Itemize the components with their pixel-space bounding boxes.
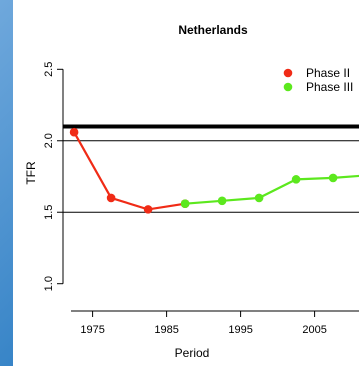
y-tick-label: 1.0 <box>43 276 55 291</box>
legend-label: Phase II <box>306 66 350 80</box>
data-point-2 <box>291 175 301 184</box>
data-point-1 <box>143 205 153 214</box>
x-tick-label: 1985 <box>154 324 178 336</box>
data-point-2 <box>180 199 190 208</box>
y-tick-label: 2.5 <box>43 62 55 77</box>
x-tick-label: 1975 <box>80 324 104 336</box>
tfr-line-chart: Netherlands Period TFR 1.0 1.5 2.0 2.5 1975… <box>24 23 359 360</box>
data-point-1 <box>69 127 79 137</box>
legend-marker <box>283 68 293 78</box>
x-tick-label: 1995 <box>228 324 252 336</box>
data-point-2 <box>328 173 338 183</box>
reference-lines <box>63 124 359 213</box>
legend-marker <box>283 82 293 92</box>
series-line-1 <box>73 131 186 211</box>
y-axis-label: TFR <box>24 161 38 185</box>
series-line-2 <box>185 174 359 205</box>
plot-panel: Netherlands Period TFR 1.0 1.5 2.0 2.5 1975… <box>13 0 359 366</box>
y-tick-label: 2.0 <box>43 133 55 148</box>
x-tick-label: 2005 <box>302 324 326 336</box>
data-point-2 <box>254 193 264 203</box>
x-axis: 1975 1985 1995 2005 <box>71 310 359 336</box>
chart-title: Netherlands <box>178 23 248 37</box>
y-tick-label: 1.5 <box>43 205 55 220</box>
y-axis: 1.0 1.5 2.0 2.5 <box>43 62 64 291</box>
series-layer <box>69 127 359 214</box>
x-axis-label: Period <box>175 346 210 360</box>
data-point-1 <box>106 193 116 203</box>
legend-label: Phase III <box>306 80 353 94</box>
data-point-2 <box>217 196 227 206</box>
